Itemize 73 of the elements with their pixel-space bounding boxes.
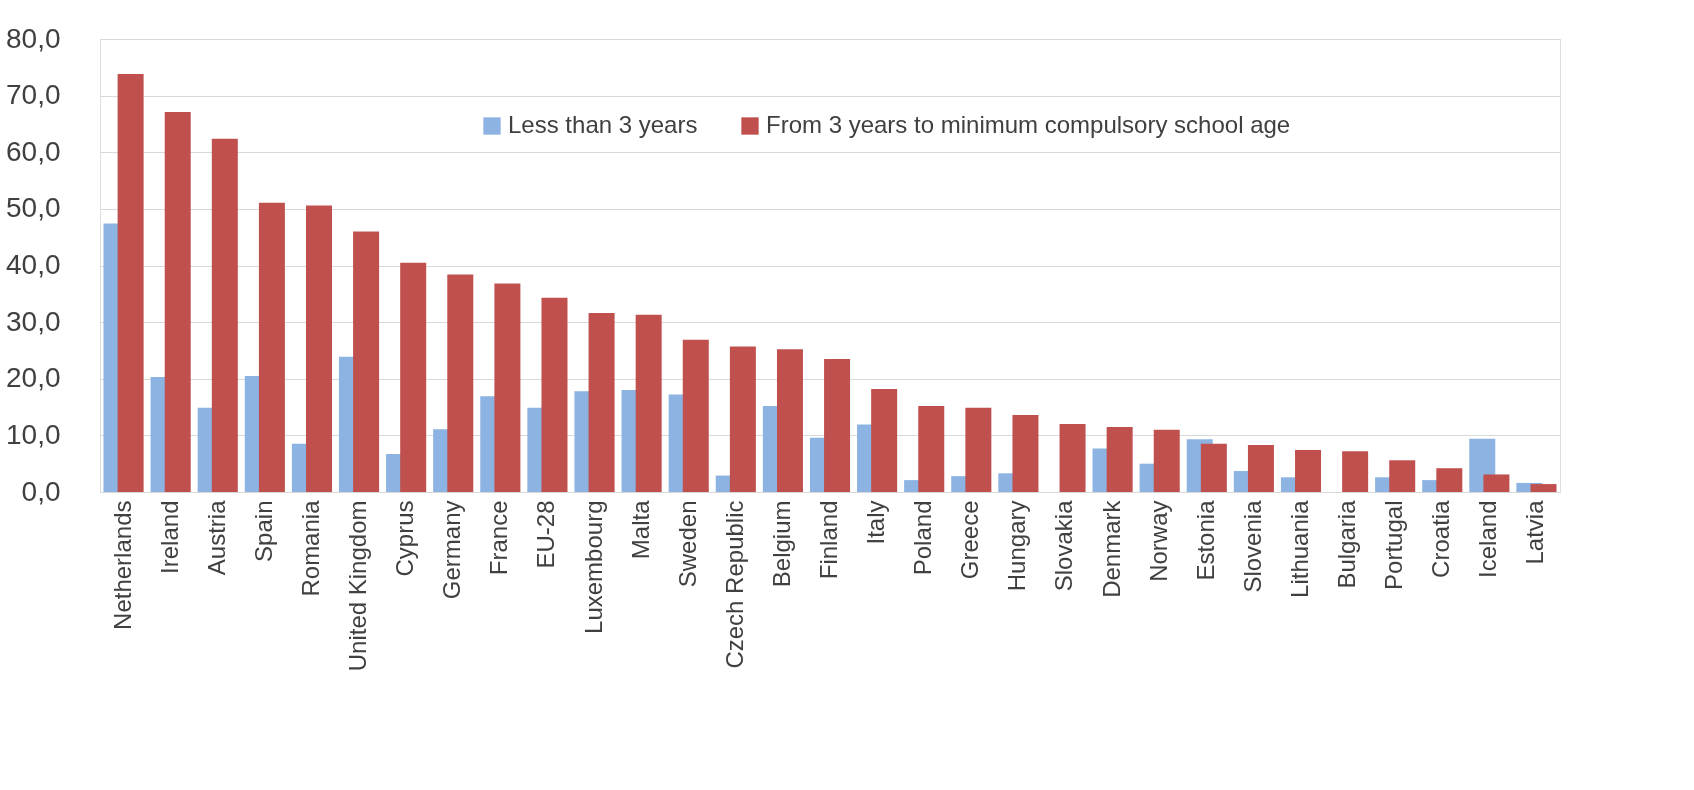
y-tick-label: 10,0	[6, 418, 61, 450]
bar	[1436, 468, 1463, 492]
x-tick-label: Italy	[862, 500, 890, 545]
x-tick-label: Denmark	[1097, 499, 1125, 598]
bar	[1530, 484, 1557, 492]
x-tick-label: Germany	[438, 500, 466, 600]
bar	[729, 346, 756, 492]
x-tick-label: Slovenia	[1238, 499, 1266, 593]
bar	[1153, 429, 1180, 492]
x-tick-label: France	[485, 500, 513, 576]
bar	[918, 405, 945, 492]
x-tick-label: Ireland	[155, 500, 183, 574]
bar	[871, 388, 898, 492]
y-tick-label: 70,0	[6, 79, 61, 111]
x-tick-label: Finland	[815, 500, 842, 580]
bar	[1200, 443, 1227, 492]
bar	[1012, 414, 1039, 492]
x-tick-label: Sweden	[673, 500, 701, 588]
bar	[306, 205, 332, 492]
bar	[1483, 474, 1510, 492]
x-tick-label: Austria	[202, 499, 230, 576]
x-tick-label: Portugal	[1380, 500, 1408, 590]
bar	[824, 358, 851, 492]
x-tick-label: Estonia	[1191, 499, 1219, 581]
x-tick-label: Bulgaria	[1333, 499, 1361, 589]
bar	[447, 274, 474, 492]
bar	[211, 138, 238, 492]
x-tick-label: Czech Republic	[720, 500, 748, 669]
bar	[353, 231, 380, 492]
bar	[635, 314, 662, 492]
legend-label: From 3 years to minimum compulsory school age	[766, 111, 1291, 138]
y-tick-label: 0,0	[21, 475, 61, 507]
x-tick-label: Poland	[909, 500, 937, 576]
x-tick-label: Hungary	[1003, 500, 1031, 592]
x-tick-label: Belgium	[767, 500, 795, 588]
x-tick-label: Cyprus	[391, 500, 419, 577]
bar	[1247, 445, 1274, 492]
x-tick-label: Romania	[296, 499, 324, 597]
bar	[682, 339, 709, 492]
y-tick-label: 80,0	[6, 22, 61, 54]
x-tick-label: Luxembourg	[579, 500, 607, 634]
bar	[1295, 450, 1322, 492]
x-tick-label: Malta	[626, 499, 654, 560]
x-tick-label: Greece	[956, 500, 984, 580]
x-tick-label: Lithuania	[1285, 499, 1313, 598]
x-tick-label: Netherlands	[108, 500, 136, 630]
x-tick-label: Spain	[249, 500, 277, 562]
x-tick-label: Croatia	[1427, 499, 1455, 578]
y-tick-label: 20,0	[6, 362, 61, 394]
bar	[1389, 460, 1416, 492]
bar	[1106, 426, 1133, 492]
y-tick-label: 60,0	[6, 135, 61, 167]
x-tick-label: Norway	[1144, 500, 1172, 582]
bar	[117, 74, 144, 492]
bar	[494, 283, 521, 492]
y-tick-label: 40,0	[6, 249, 61, 280]
x-tick-label: EU-28	[532, 500, 560, 569]
x-tick-label: Iceland	[1474, 500, 1502, 578]
x-tick-label: United Kingdom	[344, 500, 372, 672]
bar	[400, 262, 427, 492]
x-tick-label: Latvia	[1521, 499, 1549, 565]
bar	[588, 313, 615, 492]
bar	[776, 349, 803, 492]
y-tick-label: 30,0	[6, 305, 61, 337]
bar	[258, 202, 285, 492]
bar	[164, 112, 191, 492]
y-tick-label: 50,0	[6, 192, 61, 224]
bar	[965, 407, 992, 492]
x-tick-label: Slovakia	[1050, 499, 1078, 592]
legend-label: Less than 3 years	[508, 111, 698, 138]
bar	[1059, 424, 1086, 492]
bar	[1342, 451, 1369, 492]
bar	[541, 297, 568, 492]
